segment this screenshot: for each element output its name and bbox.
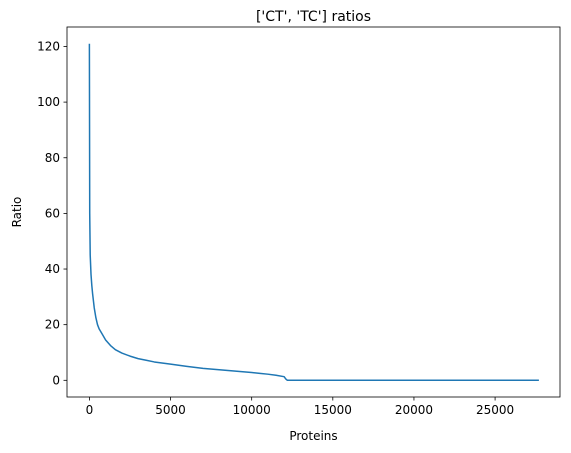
- x-tick-label: 0: [86, 403, 94, 417]
- y-tick-label: 100: [37, 95, 60, 109]
- series-line-0: [88, 43, 539, 382]
- y-tick-label: 120: [37, 39, 60, 53]
- y-axis-ticks: 0 20 40 60 80 100 120: [37, 39, 67, 387]
- x-tick-label: 20000: [395, 403, 433, 417]
- x-axis-ticks: 0 5000 10000 15000 20000 25000: [86, 397, 514, 417]
- x-tick-label: 10000: [233, 403, 271, 417]
- y-tick-label: 0: [52, 373, 60, 387]
- y-tick-label: 40: [45, 262, 60, 276]
- x-tick-label: 25000: [476, 403, 514, 417]
- y-axis-title: Ratio: [10, 197, 24, 228]
- chart-title: ['CT', 'TC'] ratios: [256, 9, 371, 25]
- x-axis-title: Proteins: [289, 429, 337, 443]
- series-group: [88, 43, 539, 382]
- x-tick-label: 5000: [155, 403, 186, 417]
- y-tick-label: 20: [45, 318, 60, 332]
- x-tick-label: 15000: [314, 403, 352, 417]
- y-tick-label: 80: [45, 151, 60, 165]
- plot-background: [67, 27, 560, 397]
- plot-frame: [66, 26, 561, 398]
- y-tick-label: 60: [45, 206, 60, 220]
